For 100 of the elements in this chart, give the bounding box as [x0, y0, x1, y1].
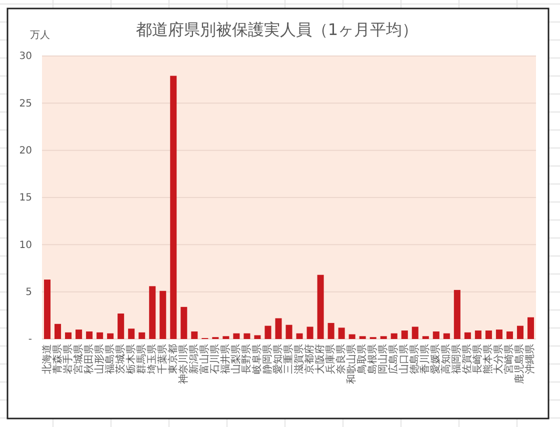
bar: [86, 331, 93, 339]
x-tick-label: 兵庫県: [324, 344, 337, 374]
bar: [412, 326, 418, 339]
bar: [380, 336, 387, 339]
bar: [348, 334, 356, 339]
y-tick-label: 5: [26, 287, 32, 298]
x-tick-label: 岐阜県: [250, 344, 263, 374]
x-tick-label: 鳥取県: [356, 344, 368, 375]
x-tick-label: 富山県: [198, 344, 210, 374]
bar: [401, 330, 408, 339]
x-tick-label: 香川県: [419, 344, 432, 374]
x-tick-label: 京都府: [304, 344, 316, 374]
x-tick-label: 石川県: [208, 344, 221, 374]
bar: [54, 324, 62, 339]
bar: [359, 336, 366, 339]
x-tick-label: 岡山県: [377, 344, 390, 374]
y-tick-label: 10: [19, 240, 32, 251]
x-tick-label: 山形県: [93, 344, 106, 374]
x-tick-label: 高知県: [440, 344, 452, 374]
bar: [118, 314, 124, 339]
y-tick-label: 30: [19, 51, 32, 62]
x-tick-label: 静岡県: [261, 344, 274, 374]
bar: [527, 317, 534, 339]
bar: [107, 333, 114, 339]
x-tick-label: 茨城県: [114, 344, 126, 374]
x-tick-label: 福島県: [104, 344, 116, 374]
bar: [328, 322, 334, 339]
bar: [275, 318, 282, 339]
x-tick-label: 群馬県: [135, 344, 148, 374]
bar: [286, 324, 292, 339]
y-tick-label: 25: [19, 98, 32, 110]
x-tick-label: 鹿児島県: [514, 344, 526, 384]
bar: [464, 332, 471, 339]
x-tick-label: 熊本県: [482, 344, 494, 374]
bar: [443, 333, 450, 339]
x-tick-label: 新潟県: [188, 344, 200, 374]
x-tick-label: 和歌山県: [346, 344, 358, 384]
bar: [65, 332, 72, 339]
bar: [422, 336, 429, 339]
x-tick-label: 秋田県: [82, 344, 95, 374]
x-tick-label: 福岡県: [450, 344, 463, 374]
x-tick-label: 岩手県: [62, 344, 74, 374]
x-tick-label: 山梨県: [230, 344, 242, 374]
x-tick-label: 愛媛県: [430, 344, 442, 374]
bar: [390, 333, 398, 339]
bar: [296, 333, 303, 339]
x-tick-label: 沖縄県: [524, 344, 536, 374]
bar: [432, 331, 440, 339]
bar: [496, 330, 502, 339]
x-tick-label: 徳島県: [408, 344, 421, 374]
bar: [506, 331, 513, 339]
x-tick-label: 佐賀県: [461, 344, 474, 374]
x-tick-label: 島根県: [366, 344, 379, 374]
bar: [244, 333, 250, 339]
x-tick-label: 北海道: [40, 344, 53, 374]
x-tick-label: 山口県: [398, 344, 410, 374]
bar: [454, 290, 460, 339]
bar: [338, 328, 345, 339]
bar: [222, 336, 230, 339]
x-tick-label: 広島県: [388, 344, 400, 374]
bar: [191, 331, 198, 339]
chart-title: 都道府県別被保護実人員（1ヶ月平均）: [136, 20, 418, 39]
bar: [516, 326, 524, 339]
x-tick-label: 愛知県: [272, 344, 284, 374]
x-tick-label: 神奈川県: [177, 344, 190, 384]
x-tick-label: 長崎県: [472, 344, 484, 374]
x-tick-label: 長野県: [241, 344, 252, 374]
x-tick-label: 福井県: [219, 344, 232, 374]
bar: [160, 290, 166, 339]
x-tick-label: 滋賀県: [293, 344, 306, 374]
bar: [149, 286, 156, 339]
x-tick-label: 千葉県: [156, 344, 168, 374]
bar: [264, 326, 272, 339]
x-tick-label: 奈良県: [335, 344, 348, 374]
x-tick-label: 東京都: [166, 344, 179, 374]
x-tick-label: 大阪府: [314, 344, 326, 374]
bar: [233, 333, 240, 339]
bar: [128, 328, 135, 339]
y-tick-label: 20: [19, 146, 32, 157]
x-tick-label: 埼玉県: [146, 344, 158, 375]
x-tick-label: 三重県: [282, 344, 294, 374]
x-tick-label: 大分県: [492, 344, 505, 374]
bar: [44, 280, 51, 339]
bar: [317, 274, 324, 339]
bar: [254, 335, 261, 339]
bar: [180, 306, 188, 339]
bar: [170, 76, 177, 339]
x-tick-label: 青森県: [51, 344, 64, 374]
bar: [306, 326, 314, 339]
x-tick-label: 栃木県: [124, 344, 137, 374]
bar: [96, 332, 104, 339]
bar: [76, 330, 82, 339]
y-tick-label: -: [28, 334, 32, 346]
y-axis-title: 万人: [30, 30, 50, 41]
x-tick-label: 宮城県: [72, 344, 84, 374]
bar: [138, 332, 146, 339]
x-tick-label: 宮崎県: [503, 344, 516, 374]
y-tick-label: 15: [19, 192, 32, 204]
bar: [474, 330, 482, 339]
bar: [485, 330, 492, 339]
